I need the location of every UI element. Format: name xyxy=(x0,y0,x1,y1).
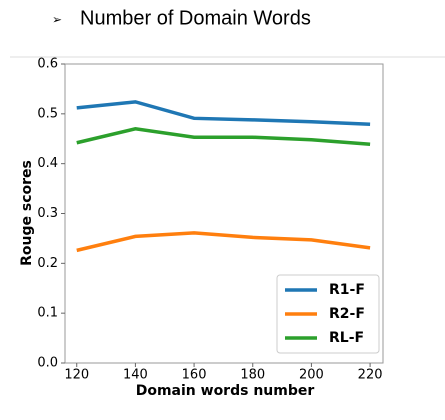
heading: Number of Domain Words xyxy=(80,7,311,29)
x-axis-label: Domain words number xyxy=(136,383,315,399)
line-series xyxy=(76,100,371,127)
legend-label: R1-F xyxy=(329,282,365,298)
y-tick-label: 0.5 xyxy=(37,106,58,121)
y-tick-label: 0.3 xyxy=(37,206,58,221)
y-tick-label: 0.2 xyxy=(37,256,58,271)
y-axis-label: Rouge scores xyxy=(19,160,35,266)
x-tick-label: 180 xyxy=(240,368,265,383)
x-tick-label: 200 xyxy=(299,368,324,383)
x-tick-label: 120 xyxy=(64,368,89,383)
y-tick-label: 0.6 xyxy=(37,57,58,72)
x-tick-label: 160 xyxy=(182,368,207,383)
line-series xyxy=(76,127,371,146)
legend-label: R2-F xyxy=(329,306,365,322)
x-tick-label: 140 xyxy=(123,368,148,383)
y-tick-label: 0.1 xyxy=(37,306,58,321)
legend-label: RL-F xyxy=(329,330,364,346)
y-tick-label: 0.0 xyxy=(37,356,58,371)
legend-box xyxy=(276,274,380,354)
line-series xyxy=(76,231,371,253)
x-tick-label: 220 xyxy=(358,368,383,383)
bullet: ➢ xyxy=(52,13,62,27)
y-tick-label: 0.4 xyxy=(37,156,58,171)
